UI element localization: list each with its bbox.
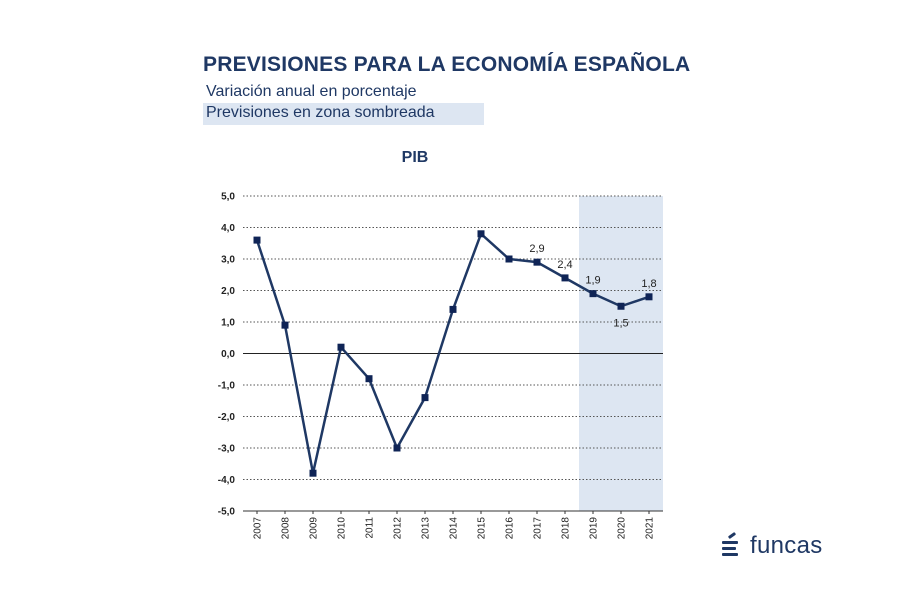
y-tick-label: -2,0 (218, 412, 236, 423)
data-point (477, 230, 485, 238)
data-label: 1,8 (641, 278, 656, 290)
y-tick-label: -3,0 (218, 444, 236, 455)
data-point (645, 293, 653, 301)
x-tick-label: 2010 (337, 517, 348, 540)
header: PREVISIONES PARA LA ECONOMÍA ESPAÑOLA Va… (203, 53, 690, 125)
funcas-logo-icon (722, 531, 742, 559)
y-tick-label: -5,0 (218, 507, 236, 518)
data-point (421, 394, 429, 402)
page-subtitle: Variación anual en porcentaje (206, 83, 417, 100)
data-point (281, 321, 289, 329)
data-point (449, 305, 457, 313)
y-tick-label: 1,0 (221, 318, 235, 329)
x-tick-label: 2012 (393, 517, 404, 540)
y-tick-label: 0,0 (221, 349, 235, 360)
data-label: 1,5 (613, 317, 628, 329)
data-point (561, 274, 569, 282)
data-point (505, 255, 513, 263)
x-tick-label: 2011 (365, 517, 376, 539)
data-point (365, 375, 373, 383)
funcas-logo: funcas (722, 531, 823, 560)
data-label: 2,9 (529, 243, 544, 255)
data-point (253, 236, 261, 244)
y-tick-label: 4,0 (221, 223, 235, 234)
x-tick-label: 2016 (505, 517, 516, 540)
y-tick-label: 5,0 (221, 192, 235, 203)
x-tick-label: 2015 (477, 517, 488, 540)
y-tick-label: 3,0 (221, 255, 235, 266)
data-label: 2,4 (557, 259, 572, 271)
x-tick-label: 2009 (309, 517, 320, 540)
data-label: 1,9 (585, 275, 600, 287)
data-point (589, 290, 597, 298)
y-tick-label: -4,0 (218, 475, 236, 486)
x-tick-label: 2021 (645, 517, 656, 540)
funcas-logo-text: funcas (750, 532, 823, 559)
x-tick-label: 2007 (253, 517, 264, 540)
x-tick-label: 2008 (281, 517, 292, 540)
x-tick-label: 2014 (449, 517, 460, 540)
chart-title: PIB (401, 149, 429, 166)
page-title: PREVISIONES PARA LA ECONOMÍA ESPAÑOLA (203, 53, 691, 76)
data-point (617, 302, 625, 310)
x-tick-label: 2019 (589, 517, 600, 540)
data-point (393, 444, 401, 452)
y-tick-label: -1,0 (218, 381, 236, 392)
forecast-note: Previsiones en zona sombreada (203, 103, 484, 125)
data-point (337, 343, 345, 351)
x-tick-label: 2020 (617, 517, 628, 540)
x-tick-label: 2017 (533, 517, 544, 540)
data-point (309, 469, 317, 477)
data-point (533, 258, 541, 266)
x-tick-label: 2013 (421, 517, 432, 540)
x-tick-label: 2018 (561, 517, 572, 540)
y-tick-label: 2,0 (221, 286, 235, 297)
